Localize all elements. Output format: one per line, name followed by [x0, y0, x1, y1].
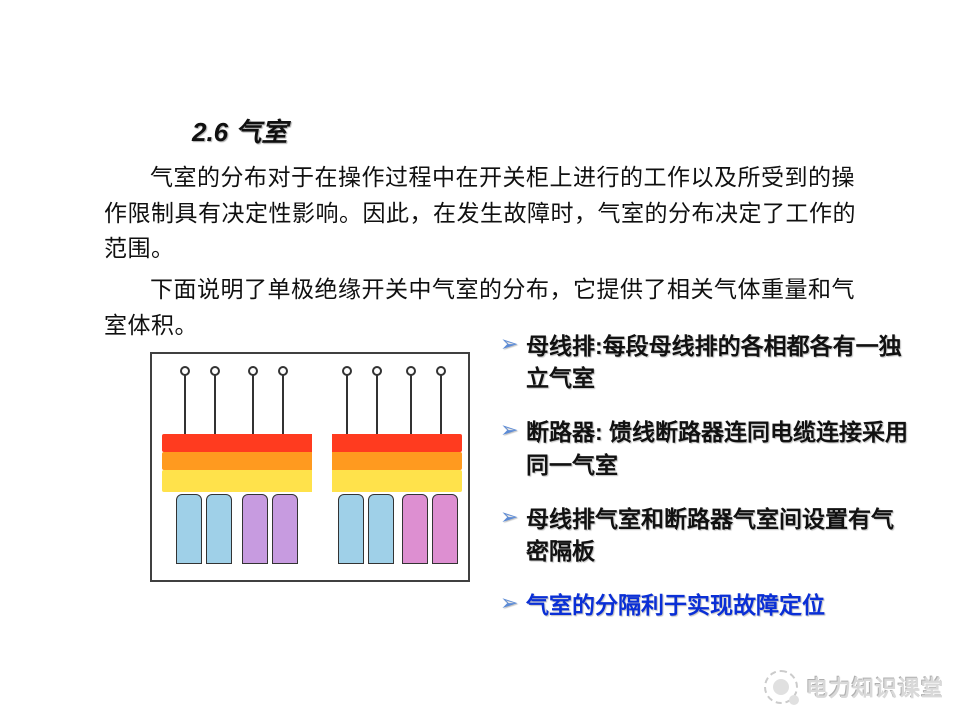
diagram-node-icon — [210, 366, 220, 376]
diagram-connector — [440, 372, 442, 434]
diagram-node-icon — [436, 366, 446, 376]
bullet-item: ➢气室的分隔利于实现故障定位 — [500, 589, 910, 621]
wechat-icon — [764, 670, 798, 704]
diagram-node-icon — [180, 366, 190, 376]
bullet-marker-icon: ➢ — [500, 416, 526, 480]
diagram-gap — [312, 434, 332, 492]
diagram-node-icon — [278, 366, 288, 376]
bullet-marker-icon: ➢ — [500, 589, 526, 621]
diagram-piece — [272, 494, 298, 564]
diagram-connector — [282, 372, 284, 434]
bullet-text: 气室的分隔利于实现故障定位 — [526, 589, 825, 621]
bullet-item: ➢断路器: 馈线断路器连同电缆连接采用同一气室 — [500, 416, 910, 480]
bullet-text: 断路器: 馈线断路器连同电缆连接采用同一气室 — [526, 416, 910, 480]
diagram-piece — [432, 494, 458, 564]
diagram-connector — [346, 372, 348, 434]
section-heading: 2.6 气室 — [192, 112, 287, 149]
slide: 2.6 气室 气室的分布对于在操作过程中在开关柜上进行的工作以及所受到的操作限制… — [0, 0, 960, 720]
diagram-piece — [368, 494, 394, 564]
gas-chamber-diagram — [150, 352, 470, 582]
bullet-item: ➢母线排气室和断路器气室间设置有气密隔板 — [500, 503, 910, 567]
diagram-connector — [184, 372, 186, 434]
diagram-piece — [176, 494, 202, 564]
diagram-connector — [214, 372, 216, 434]
bullet-text: 母线排气室和断路器气室间设置有气密隔板 — [526, 503, 910, 567]
diagram-piece — [402, 494, 428, 564]
diagram-node-icon — [248, 366, 258, 376]
diagram-node-icon — [342, 366, 352, 376]
diagram-connector — [376, 372, 378, 434]
diagram-piece — [338, 494, 364, 564]
diagram-connector — [410, 372, 412, 434]
diagram-piece — [206, 494, 232, 564]
watermark-text: 电力知识课堂 — [806, 671, 944, 703]
paragraph-1: 气室的分布对于在操作过程中在开关柜上进行的工作以及所受到的操作限制具有决定性影响… — [104, 160, 874, 267]
diagram-piece — [242, 494, 268, 564]
bullet-marker-icon: ➢ — [500, 330, 526, 394]
bullet-text: 母线排:每段母线排的各相都各有一独立气室 — [526, 330, 910, 394]
diagram-node-icon — [372, 366, 382, 376]
bullet-list: ➢母线排:每段母线排的各相都各有一独立气室➢断路器: 馈线断路器连同电缆连接采用… — [500, 330, 910, 643]
watermark: 电力知识课堂 — [764, 670, 944, 704]
diagram-connector — [252, 372, 254, 434]
bullet-marker-icon: ➢ — [500, 503, 526, 567]
bullet-item: ➢母线排:每段母线排的各相都各有一独立气室 — [500, 330, 910, 394]
diagram-node-icon — [406, 366, 416, 376]
